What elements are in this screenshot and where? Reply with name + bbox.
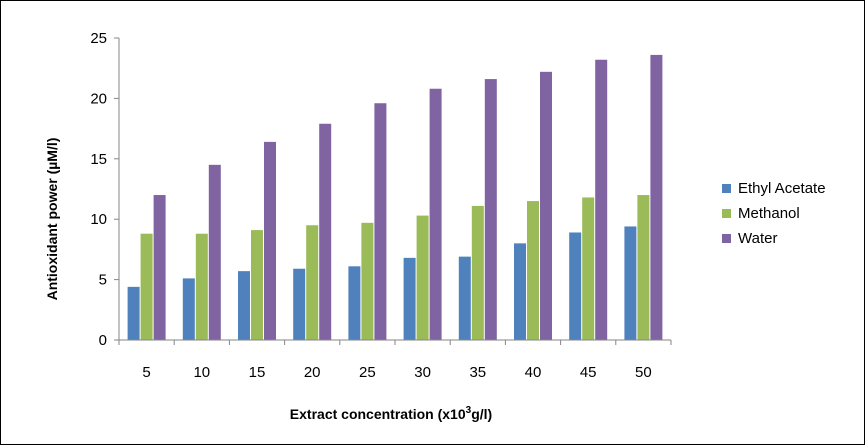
legend-swatch (722, 184, 731, 193)
bar-water (153, 195, 166, 340)
bar-water (374, 103, 387, 341)
bar-water (595, 59, 608, 341)
legend: Ethyl Acetate Methanol Water (722, 180, 826, 247)
bar-methanol (306, 225, 319, 340)
y-tick-label: 0 (99, 332, 107, 349)
x-tick-label: 35 (469, 364, 486, 381)
legend-swatch (722, 209, 731, 218)
legend-swatch (722, 234, 731, 243)
bar-ethyl-acetate (514, 243, 526, 340)
y-axis-title: Antioxidant power (µM/l) (44, 138, 60, 301)
x-tick-label: 30 (414, 364, 431, 381)
bar-ethyl-acetate (348, 266, 361, 340)
bar-methanol (361, 222, 374, 340)
y-tick-label: 25 (90, 30, 107, 47)
bar-ethyl-acetate (458, 256, 471, 340)
legend-label: Water (738, 230, 777, 247)
legend-label: Methanol (738, 205, 800, 222)
x-tick-label: 5 (142, 364, 150, 381)
bar-methanol (582, 197, 595, 340)
bar-ethyl-acetate (238, 271, 250, 340)
bar-ethyl-acetate (569, 232, 582, 340)
bar-methanol (527, 201, 539, 340)
bar-water (484, 79, 497, 341)
bar-methanol (637, 195, 650, 340)
x-tick-label: 15 (249, 364, 266, 381)
legend-label: Ethyl Acetate (738, 180, 826, 197)
x-tick-label: 50 (635, 364, 652, 381)
bar-ethyl-acetate (293, 268, 306, 340)
x-tick-label: 40 (525, 364, 542, 381)
bar-methanol (195, 233, 208, 340)
bar-methanol (471, 205, 484, 340)
x-axis-ticks: 5 10 15 20 25 30 35 40 45 50 (118, 340, 672, 381)
x-axis-title-superscript: 3 (466, 405, 472, 416)
bar-water (208, 164, 221, 340)
y-tick-label: 10 (90, 211, 107, 228)
bar-water (264, 141, 276, 340)
bar-methanol (140, 233, 153, 340)
x-axis-title-main: Extract concentration (x10 (290, 406, 466, 422)
bar-ethyl-acetate (624, 226, 637, 340)
bar-methanol (251, 230, 263, 340)
bar-water (319, 123, 332, 340)
x-axis-title-tail: g/l) (471, 406, 492, 422)
x-tick-label: 20 (304, 364, 321, 381)
x-tick-label: 45 (580, 364, 597, 381)
bar-water (650, 54, 663, 341)
bar-water (429, 88, 442, 341)
x-tick-label: 25 (359, 364, 376, 381)
y-tick-label: 5 (99, 272, 107, 289)
bar-ethyl-acetate (403, 257, 416, 340)
bar-ethyl-acetate (182, 278, 195, 340)
y-tick-label: 20 (90, 90, 107, 107)
bar-ethyl-acetate (127, 286, 140, 340)
y-tick-label: 15 (90, 151, 107, 168)
bar-methanol (416, 215, 429, 340)
bar-water (540, 71, 552, 340)
x-tick-label: 10 (193, 364, 210, 381)
y-axis-ticks: 0 5 10 15 20 25 (90, 30, 119, 349)
x-axis-title: Extract concentration (x103g/l) (290, 405, 492, 422)
bars (127, 54, 663, 341)
